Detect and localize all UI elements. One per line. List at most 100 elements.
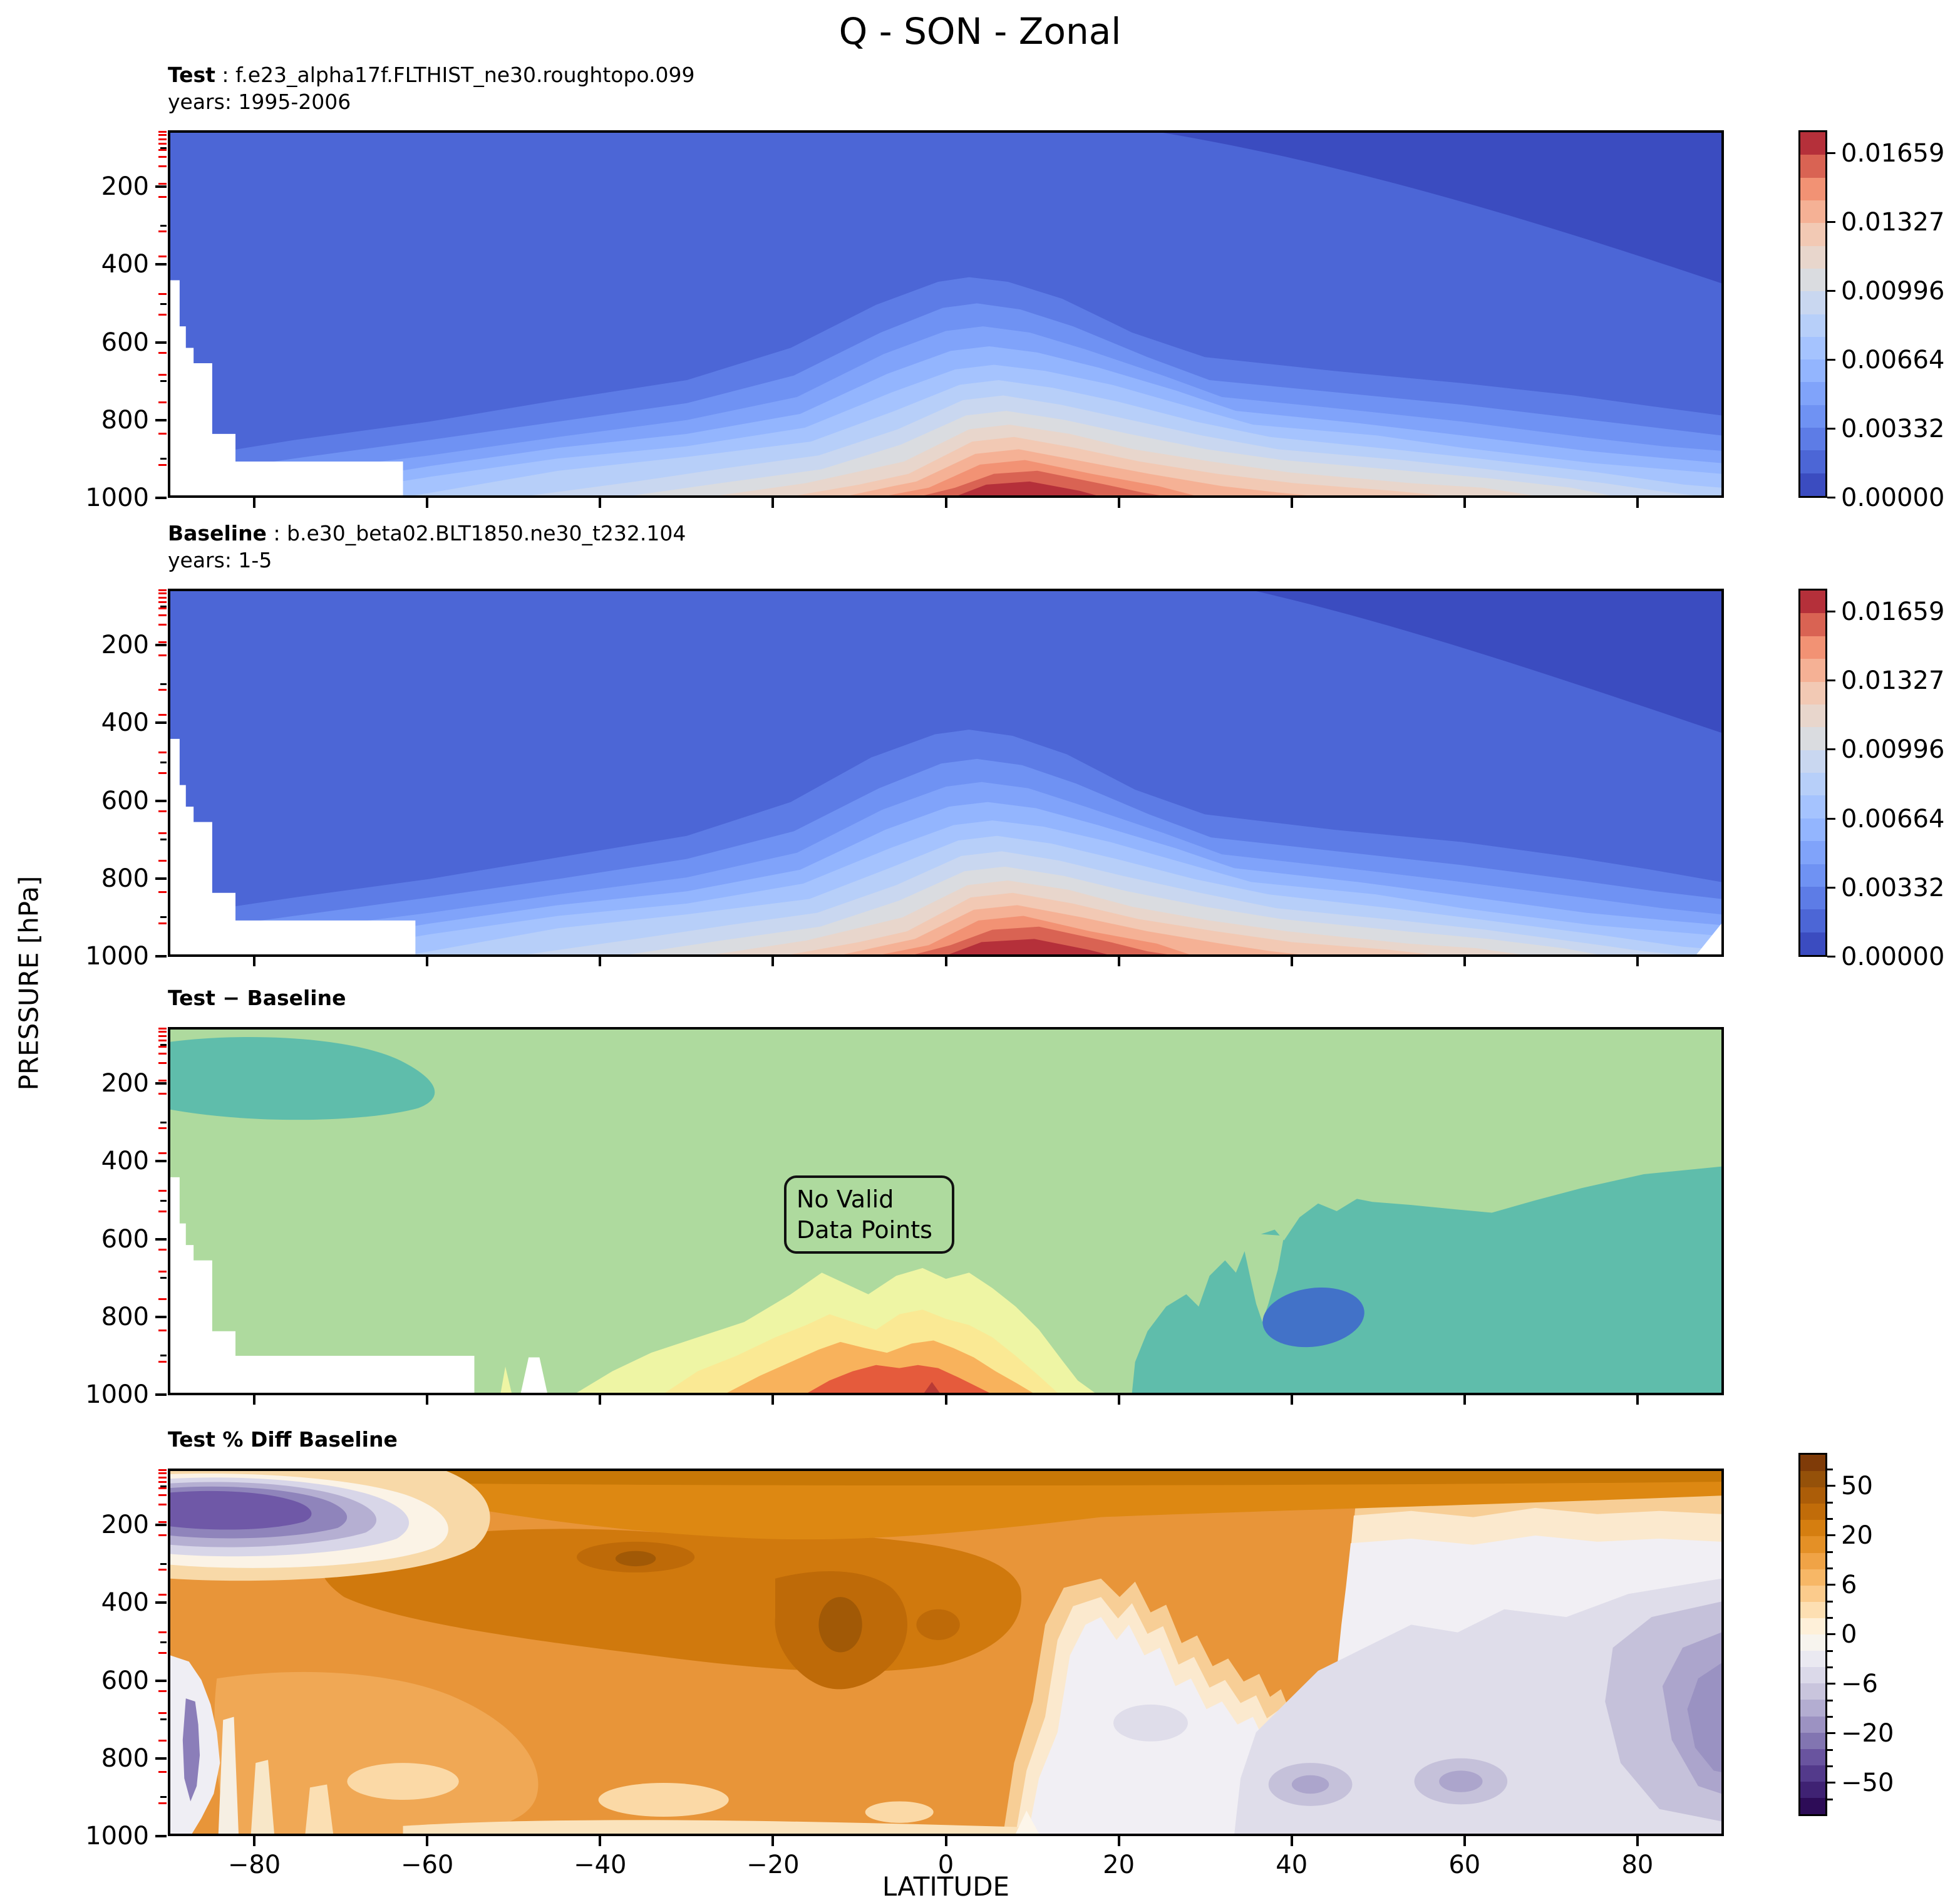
x-tick-label: −40 [574,1851,627,1879]
pressure-level-tick [158,1469,167,1471]
colorbar-tick [1827,152,1835,154]
baseline-contour-plot [170,591,1721,954]
x-major-tick [944,956,947,966]
pressure-level-tick [158,1739,167,1742]
colorbar-segment [1800,450,1825,473]
x-major-tick [1117,1836,1120,1846]
pressure-level-tick [158,1329,167,1331]
y-minor-tick [160,839,167,841]
x-tick-label: 20 [1103,1851,1135,1879]
test-header: Test : f.e23_alpha17f.FLTHIST_ne30.rough… [168,63,695,87]
page-title: Q - SON - Zonal [838,10,1122,53]
baseline-years: years: 1-5 [168,548,272,572]
colorbar-tick-label: 0.00000 [1841,483,1945,512]
y-major-tick [155,1160,167,1163]
y-tick-label: 200 [101,630,149,659]
colorbar-tick-label: 6 [1841,1570,1857,1599]
x-major-tick [771,1836,775,1846]
contour-band [218,1717,239,1834]
contour-band [865,1801,934,1823]
colorbar-segment [1800,613,1825,636]
x-tick-label: −80 [227,1851,281,1879]
colorbar-tick-label: −50 [1841,1768,1894,1798]
contour-band [958,481,1096,495]
y-major-tick [155,341,167,344]
diff-header-bold: Test − Baseline [168,986,346,1010]
colorbar-segment [1800,1732,1825,1749]
x-major-tick [1117,1395,1120,1405]
contour-band [347,1763,459,1800]
y-minor-tick [160,683,167,685]
colorbar-pct-diff [1798,1453,1827,1816]
y-major-tick [155,263,167,266]
diff-contour-plot [170,1030,1721,1393]
x-major-tick [1636,956,1639,966]
pressure-level-tick [158,1690,167,1692]
pressure-level-tick [158,751,167,753]
pressure-level-tick [158,1093,167,1095]
pressure-level-tick [158,772,167,775]
colorbar-tick [1827,886,1835,889]
colorbar-tick-label: 0.00332 [1841,414,1945,443]
x-major-tick [944,1395,947,1405]
pressure-level-tick [158,1568,167,1571]
y-axis-label: PRESSURE [hPa] [13,875,44,1091]
pressure-level-tick [158,1631,167,1633]
pressure-level-tick [158,1472,167,1475]
colorbar-minor-tick [1827,1617,1833,1619]
y-minor-tick [160,1355,167,1357]
panel-baseline [168,589,1724,957]
x-major-tick [599,956,602,966]
x-major-tick [1290,1395,1293,1405]
pressure-level-tick [158,463,167,466]
x-major-tick [253,498,256,508]
topography-mask [170,738,416,954]
colorbar-tick [1827,1683,1835,1685]
y-major-tick [155,1316,167,1319]
y-major-tick [155,1757,167,1760]
y-major-tick [155,497,167,499]
pressure-level-tick [158,196,167,199]
contour-band [1291,1775,1329,1794]
x-major-tick [944,1836,947,1846]
x-major-tick [599,498,602,508]
contour-band [426,1471,1721,1486]
contour-band [949,939,1108,954]
y-tick-label: 400 [101,250,149,279]
y-tick-label: 400 [101,1147,149,1176]
x-major-tick [426,498,429,508]
pressure-level-tick [158,1494,167,1496]
x-tick-label: 40 [1276,1851,1308,1879]
pressure-level-tick [158,1152,167,1154]
colorbar-tick-label: 50 [1841,1471,1873,1500]
y-major-tick [155,1523,167,1526]
pressure-level-tick [158,1521,167,1523]
y-minor-tick [160,458,167,460]
no-valid-data-box: No Valid Data Points [784,1175,954,1254]
pressure-level-tick [158,1487,167,1489]
pressure-level-tick [158,134,167,137]
x-major-tick [599,1395,602,1405]
y-minor-tick [160,1043,167,1046]
colorbar-segment [1800,1683,1825,1700]
colorbar-segment [1800,750,1825,773]
colorbar-tick [1827,1633,1835,1635]
pressure-level-tick [158,891,167,893]
y-tick-label: 400 [101,1588,149,1618]
y-minor-tick [160,916,167,919]
colorbar-minor-tick [1827,1716,1833,1718]
x-major-tick [771,498,775,508]
colorbar-minor-tick [1827,1551,1833,1553]
test-header-bold: Test [168,63,215,87]
pressure-level-tick [158,601,167,604]
x-major-tick [253,1836,256,1846]
y-minor-tick [160,147,167,149]
y-minor-tick [160,1718,167,1721]
x-tick-label: −60 [400,1851,454,1879]
colorbar-minor-tick [1827,1517,1833,1520]
panel-test [168,130,1724,498]
colorbar-segment [1800,314,1825,337]
x-major-tick [1463,956,1466,966]
colorbar-segment [1800,1700,1825,1717]
